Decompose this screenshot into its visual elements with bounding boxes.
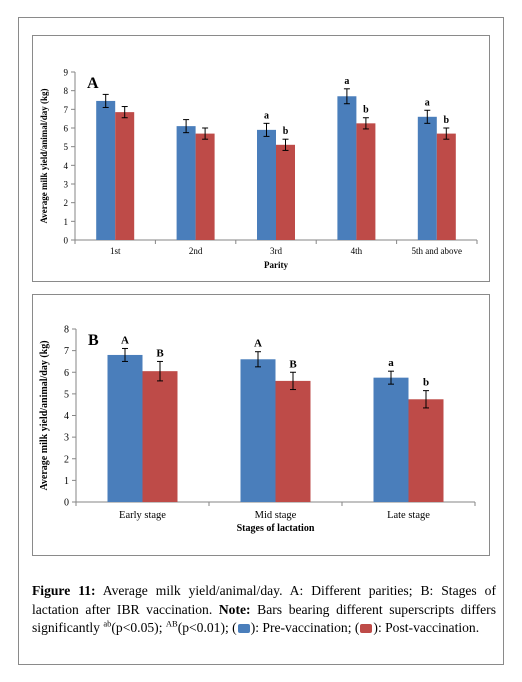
chart-a-y-tick-label: 4	[64, 161, 69, 171]
caption-text-4: (p<0.01); (	[177, 620, 237, 635]
chart-b-category-label: Early stage	[119, 510, 166, 521]
chart-a-category-label: 4th	[351, 246, 363, 256]
chart-b-bar	[240, 359, 276, 502]
chart-a-bar	[436, 133, 456, 240]
chart-b-bar	[107, 354, 143, 502]
chart-a-category-label: 2nd	[189, 246, 203, 256]
chart-b-y-tick-label: 7	[64, 346, 69, 357]
figure-caption: Figure 11: Average milk yield/animal/day…	[32, 582, 496, 638]
chart-b-category-label: Late stage	[387, 510, 430, 521]
chart-panel-a: 0 1 2 3 4 5 6 7 8 9 1st 2nd 3rd a b 4th a b 5th and above a…	[32, 35, 490, 282]
chart-b-y-tick-label: 8	[64, 325, 69, 336]
caption-text-2: Bars bearing different superscripts diff…	[32, 601, 497, 636]
chart-b-significance-label: B	[289, 358, 297, 370]
chart-a-bar	[96, 100, 116, 240]
chart-a-x-axis-title: Parity	[264, 260, 288, 270]
chart-b-y-axis-title: Average milk yield/animal/day (kg)	[39, 340, 50, 490]
chart-a-bar	[276, 144, 295, 240]
chart-b-significance-label: b	[423, 377, 429, 389]
chart-a-bar	[176, 126, 196, 240]
chart-a-significance-label: a	[344, 76, 349, 87]
chart-a-y-tick-label: 6	[64, 124, 69, 134]
caption-text-3: (p<0.05);	[111, 620, 166, 635]
chart-a-significance-label: b	[363, 105, 369, 116]
chart-b-significance-label: B	[156, 347, 164, 359]
caption-text-5: ): Pre-vaccination; (	[250, 620, 360, 635]
chart-a-y-tick-label: 0	[64, 236, 69, 246]
chart-b-bar	[373, 377, 409, 502]
chart-a-bar	[257, 129, 276, 240]
chart-a-bar	[337, 96, 357, 240]
superscript-AB: AB	[165, 618, 178, 629]
chart-b-significance-label: A	[121, 334, 129, 346]
chart-b-svg: 0 1 2 3 4 5 6 7 8 Early stage A B Mid stage A B Late st…	[39, 325, 476, 534]
chart-b-bar	[408, 399, 444, 502]
chart-b-significance-label: A	[254, 338, 262, 350]
chart-a-category-label: 1st	[110, 246, 121, 256]
caption-text-6: ): Post-vaccination.	[373, 620, 480, 635]
chart-b-y-tick-label: 3	[64, 433, 69, 444]
chart-a-category-label: 3rd	[270, 246, 282, 256]
chart-b-x-axis-title: Stages of lactation	[237, 523, 315, 534]
chart-b-bar	[142, 371, 178, 502]
chart-a-y-tick-label: 1	[64, 217, 69, 227]
chart-a-bar	[115, 112, 135, 240]
figure-label: Figure 11:	[32, 583, 96, 598]
chart-a-y-tick-label: 7	[64, 105, 69, 115]
chart-a-significance-label: b	[444, 115, 450, 126]
chart-b-significance-label: a	[388, 357, 394, 369]
chart-a-bar	[356, 123, 376, 240]
post-vaccination-swatch	[360, 624, 373, 633]
chart-a-svg: 0 1 2 3 4 5 6 7 8 9 1st 2nd 3rd a b 4th a b 5th and above a…	[39, 68, 478, 270]
chart-a-y-tick-label: 5	[64, 142, 69, 152]
chart-a-y-tick-label: 2	[64, 198, 69, 208]
pre-vaccination-swatch	[237, 624, 250, 633]
chart-a-panel-letter: A	[87, 75, 99, 92]
chart-b-y-tick-label: 6	[64, 368, 69, 379]
chart-b-y-tick-label: 1	[64, 476, 69, 487]
chart-a-y-tick-label: 9	[64, 68, 69, 78]
chart-b-y-tick-label: 0	[64, 498, 69, 509]
note-label: Note:	[218, 601, 251, 617]
chart-a-category-label: 5th and above	[412, 246, 462, 256]
chart-a-significance-label: a	[264, 110, 269, 121]
chart-panel-b: 0 1 2 3 4 5 6 7 8 Early stage A B Mid stage A B Late st…	[32, 294, 490, 556]
chart-b-y-tick-label: 5	[64, 389, 69, 400]
chart-a-bar	[417, 116, 437, 240]
chart-a-significance-label: b	[283, 126, 289, 137]
chart-a-y-tick-label: 3	[64, 180, 69, 190]
chart-a-significance-label: a	[425, 97, 430, 108]
chart-a-bar	[195, 133, 215, 240]
chart-a-y-axis-title: Average milk yield/animal/day (kg)	[39, 88, 49, 223]
caption-text-1: Average milk yield/animal/day. A: Differ…	[32, 583, 496, 617]
chart-a-y-tick-label: 8	[64, 86, 69, 96]
chart-b-category-label: Mid stage	[255, 510, 297, 521]
chart-b-panel-letter: B	[88, 332, 99, 349]
chart-b-y-tick-label: 4	[64, 411, 69, 422]
chart-b-bar	[275, 380, 311, 502]
superscript-ab: ab	[103, 618, 112, 629]
chart-b-y-tick-label: 2	[64, 454, 69, 465]
